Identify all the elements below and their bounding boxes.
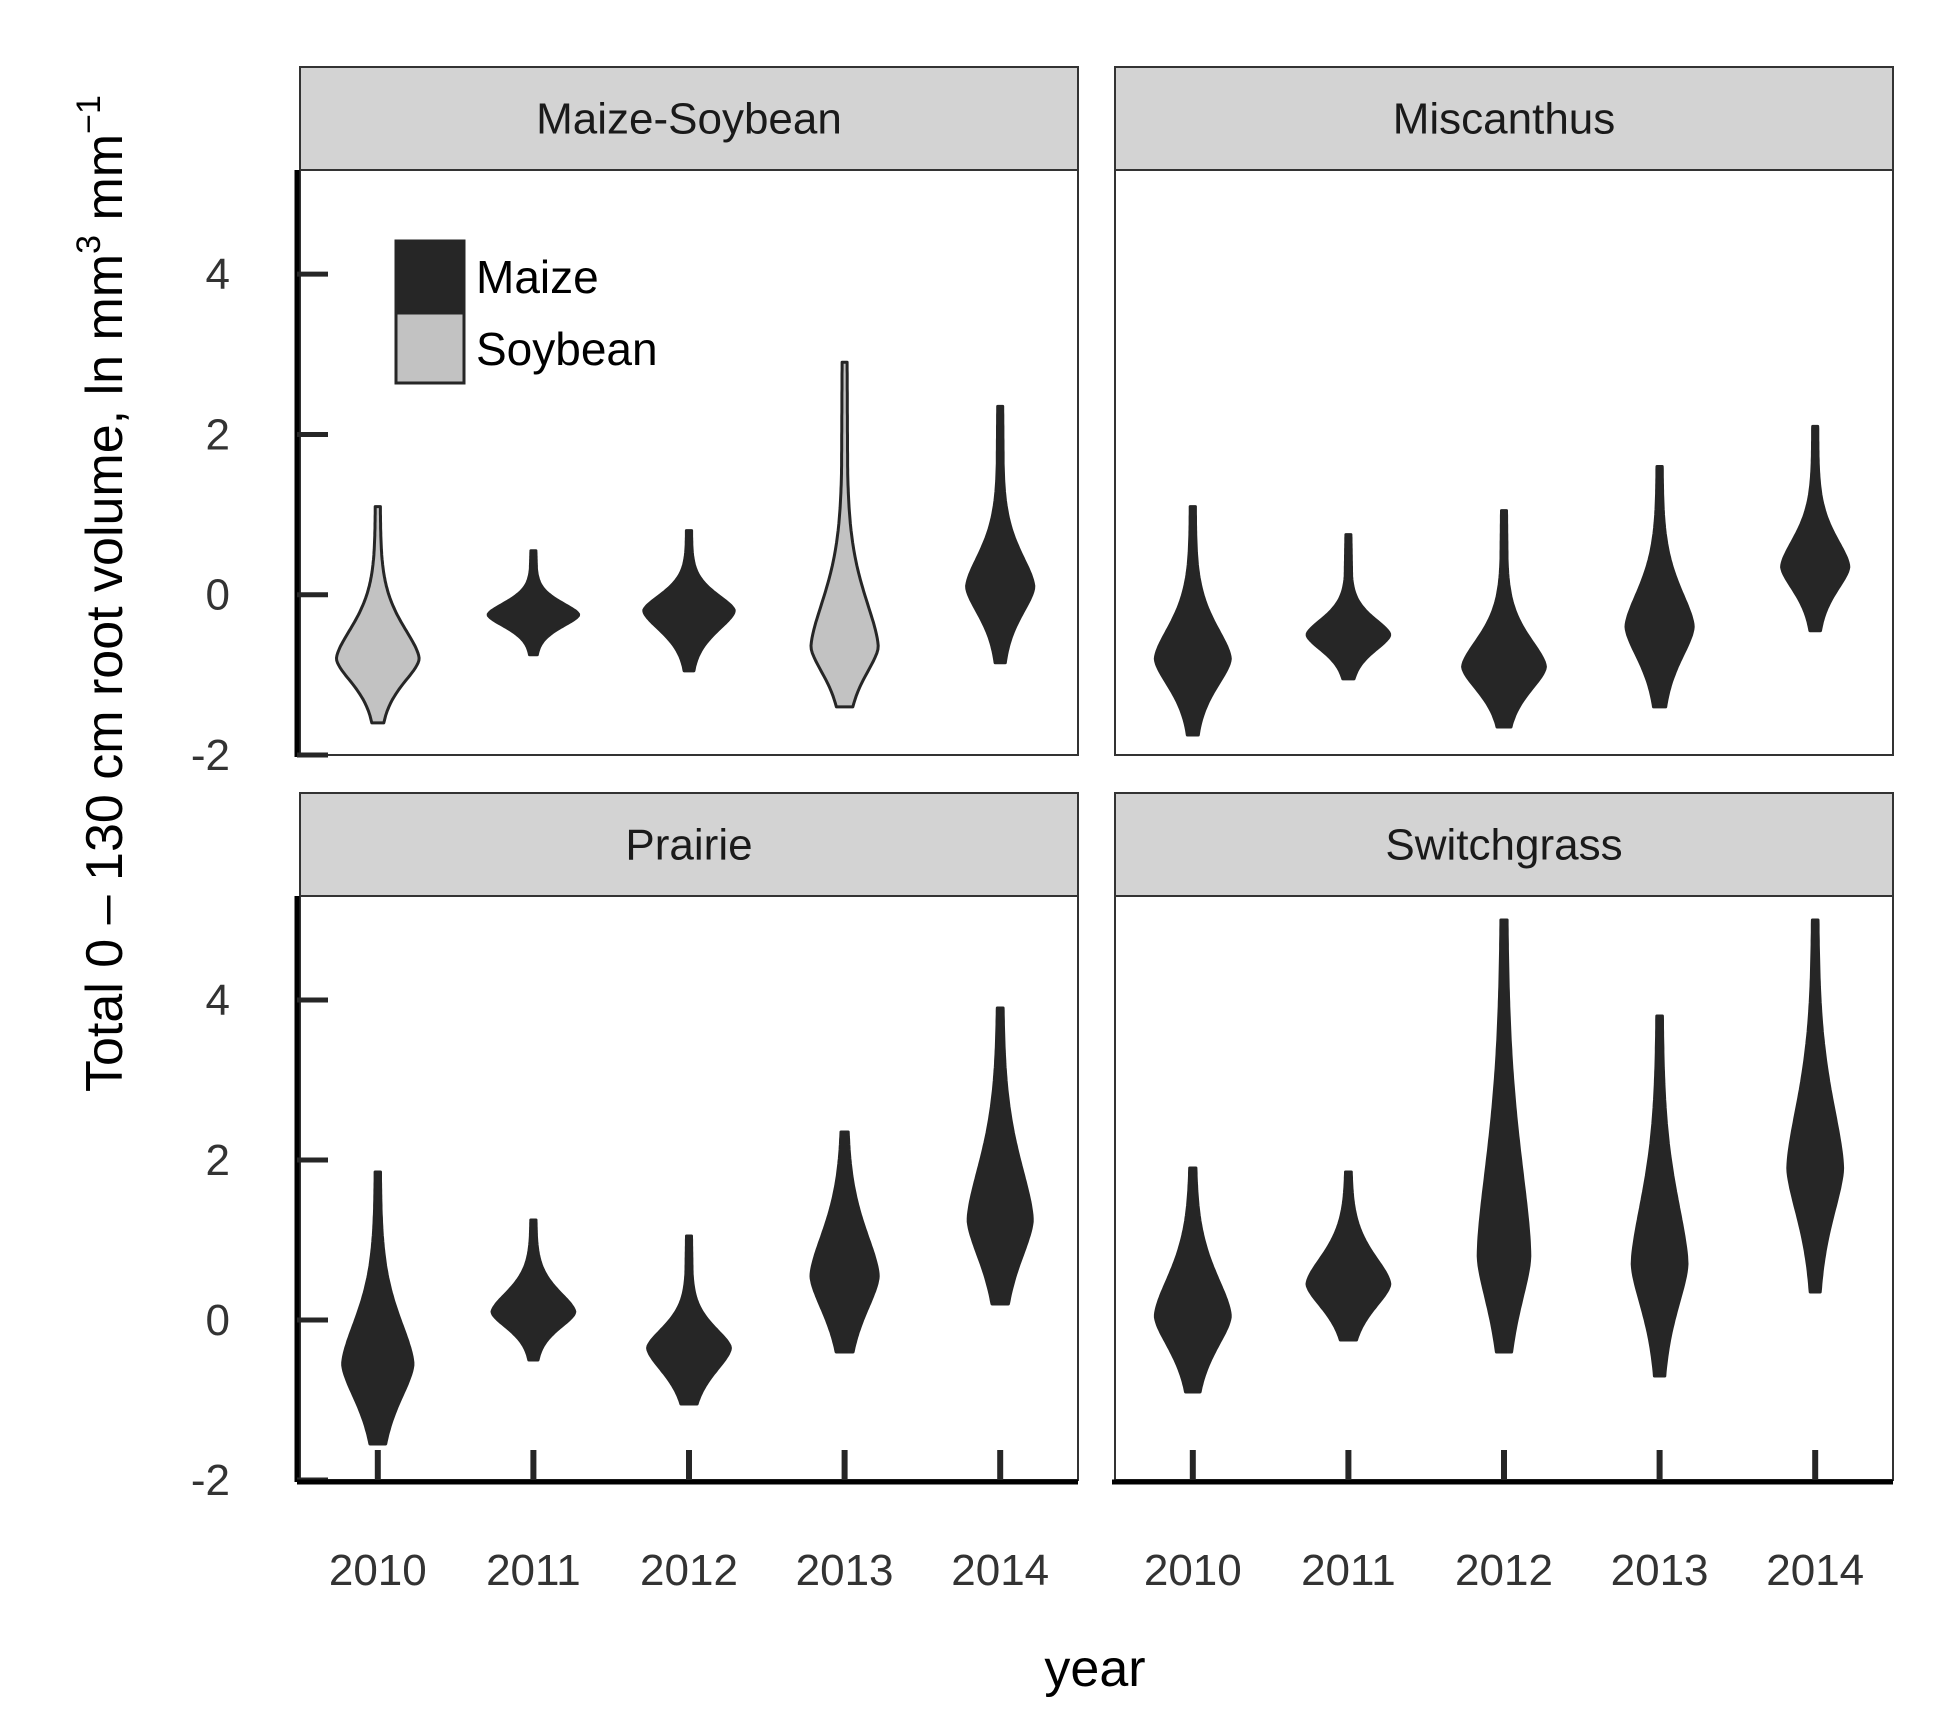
violin-2010-maize	[1153, 1166, 1232, 1394]
x-tick-label: 2013	[1611, 1546, 1709, 1595]
violin-2013-maize	[1624, 465, 1695, 709]
x-tick-label: 2010	[329, 1546, 427, 1595]
violin-2010-soybean	[335, 505, 421, 725]
violin-2012-maize	[642, 529, 736, 673]
legend: Maize Soybean	[394, 239, 658, 385]
violin-2013-maize	[809, 1130, 880, 1354]
y-tick-label: 4	[206, 976, 230, 1025]
facet-strip	[299, 66, 1079, 171]
y-tick-label: 2	[206, 410, 230, 459]
y-tick-label: -2	[191, 1456, 230, 1505]
violin-2010-maize	[1153, 505, 1232, 737]
violin-2014-maize	[966, 1006, 1034, 1306]
facet-strip	[1114, 792, 1894, 897]
y-tick-label: 0	[206, 571, 230, 620]
y-axis-title: Total 0 – 130 cm root volume, ln mm3 mm−…	[70, 95, 134, 1092]
facet-panel-switchgrass: Switchgrass 2010 2011 2012 2013 2014	[1112, 792, 1894, 1595]
x-tick-label: 2014	[951, 1546, 1049, 1595]
x-tick-label: 2013	[796, 1546, 894, 1595]
panel-border	[299, 169, 1079, 756]
y-tick-label: 2	[206, 1136, 230, 1185]
x-axis-title: year	[1044, 1640, 1145, 1698]
violin-2011-maize	[490, 1218, 577, 1362]
facet-strip-label: Miscanthus	[1393, 95, 1616, 144]
facet-panel-prairie: Prairie -2 0 2 4 2010 2011 2012 2013 2014	[191, 792, 1079, 1595]
violin-2010-maize	[341, 1170, 415, 1446]
violin-2014-maize	[965, 404, 1036, 665]
violin-2014-maize	[1786, 918, 1845, 1294]
facet-strip	[299, 792, 1079, 897]
facet-panel-miscanthus: Miscanthus	[1114, 66, 1894, 756]
violin-2013-maize	[1630, 1014, 1689, 1378]
violin-2011-maize	[1305, 1170, 1392, 1342]
y-axis-title-mid: mm	[76, 134, 134, 235]
facet-strip-label: Switchgrass	[1385, 821, 1622, 870]
facet-panels: Maize-Soybean -2 0 2 4 Maize Soybean Miscanthus…	[191, 66, 1894, 1595]
facet-strip-label: Prairie	[625, 821, 752, 870]
x-tick-label: 2012	[1455, 1546, 1553, 1595]
y-tick-label: 4	[206, 250, 230, 299]
facet-strip	[1114, 66, 1894, 171]
y-axis-title-sup1: 3	[70, 235, 108, 254]
x-tick-label: 2011	[1301, 1546, 1396, 1595]
legend-label-soybean: Soybean	[476, 323, 658, 375]
x-tick-label: 2012	[640, 1546, 738, 1595]
legend-key-maize	[394, 239, 466, 313]
violin-2011-maize	[1305, 533, 1392, 681]
legend-label-maize: Maize	[476, 251, 599, 303]
legend-key-soybean	[394, 311, 466, 385]
y-tick-label: -2	[191, 731, 230, 780]
violin-2013-soybean	[809, 360, 880, 709]
violin-2012-maize	[1476, 918, 1532, 1354]
violin-2011-maize	[486, 549, 581, 657]
x-tick-label: 2014	[1766, 1546, 1864, 1595]
violin-2014-maize	[1780, 424, 1851, 633]
facet-panel-maize-soybean: Maize-Soybean -2 0 2 4 Maize Soybean	[191, 66, 1079, 780]
y-tick-label: 0	[206, 1296, 230, 1345]
facet-strip-label: Maize-Soybean	[536, 95, 842, 144]
x-tick-label: 2010	[1144, 1546, 1242, 1595]
x-tick-label: 2011	[486, 1546, 581, 1595]
y-axis-title-main: Total 0 – 130 cm root volume, ln mm	[76, 254, 134, 1092]
y-axis-title-sup2: −1	[70, 95, 108, 134]
violin-2012-maize	[1461, 509, 1547, 729]
panel-border	[1114, 169, 1894, 756]
violin-2012-maize	[646, 1234, 732, 1406]
